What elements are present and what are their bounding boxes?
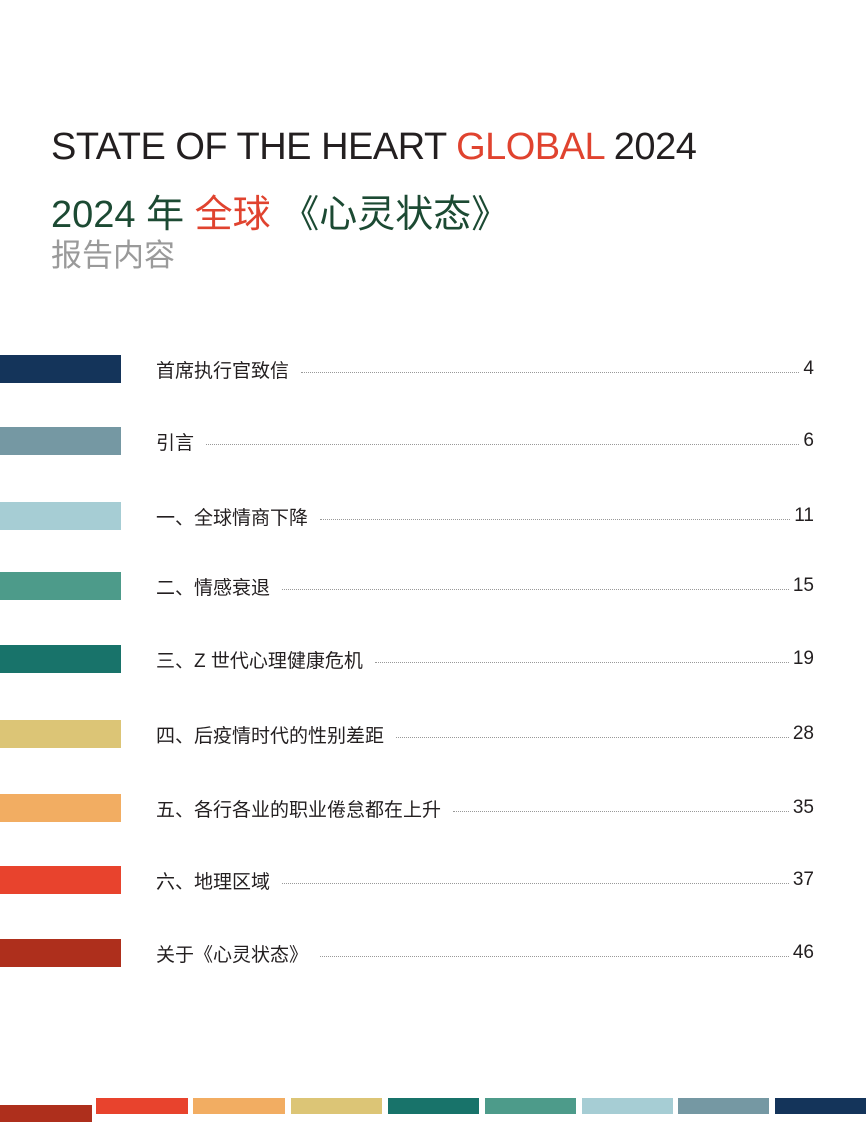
- title-part: 2024 年: [51, 194, 185, 236]
- dot-leader: [453, 810, 789, 812]
- color-bar: [0, 645, 121, 673]
- strip: [485, 1098, 576, 1114]
- strip: [678, 1098, 769, 1114]
- toc-entry: 六、地理区域 37: [156, 866, 814, 894]
- dot-leader: [320, 518, 791, 520]
- page-number: 28: [792, 723, 814, 744]
- page-number: 19: [792, 648, 814, 669]
- toc-label: 关于《心灵状态》: [156, 944, 309, 966]
- strip: [0, 1105, 92, 1122]
- color-bar: [0, 866, 121, 894]
- strip: [96, 1098, 188, 1114]
- page-number: 11: [794, 505, 814, 526]
- title-part: 《心灵状态》: [281, 194, 510, 236]
- toc-label: 引言: [156, 432, 195, 454]
- toc-entry: 一、全球情商下降 11: [156, 502, 814, 530]
- toc-label: 三、Z 世代心理健康危机: [156, 650, 363, 672]
- toc-entry: 三、Z 世代心理健康危机 19: [156, 645, 814, 673]
- color-bar: [0, 355, 121, 383]
- toc-label: 四、后疫情时代的性别差距: [156, 725, 385, 747]
- dot-leader: [374, 661, 789, 663]
- color-bar: [0, 939, 121, 967]
- toc-label: 六、地理区域: [156, 871, 271, 893]
- title-en: STATE OF THE HEART GLOBAL 2024: [51, 126, 697, 169]
- strip: [291, 1098, 382, 1114]
- page-number: 46: [792, 942, 814, 963]
- strip: [582, 1098, 673, 1114]
- toc-entry: 五、各行各业的职业倦怠都在上升 35: [156, 794, 814, 822]
- title-part: 全球: [194, 194, 271, 236]
- color-bar: [0, 427, 121, 455]
- title-part: GLOBAL: [456, 126, 604, 168]
- page-number: 15: [792, 575, 814, 596]
- toc-label: 五、各行各业的职业倦怠都在上升: [156, 799, 442, 821]
- toc-entry: 二、情感衰退 15: [156, 572, 814, 600]
- strip: [388, 1098, 479, 1114]
- toc-entry: 首席执行官致信 4: [156, 355, 814, 383]
- color-bar: [0, 502, 121, 530]
- strip: [193, 1098, 285, 1114]
- toc-label: 首席执行官致信: [156, 360, 290, 382]
- toc-label: 二、情感衰退: [156, 577, 271, 599]
- title-zh: 2024 年 全球 《心灵状态》: [51, 183, 509, 238]
- page-number: 35: [792, 797, 814, 818]
- dot-leader: [396, 736, 789, 738]
- page-number: 4: [803, 358, 814, 379]
- dot-leader: [282, 882, 789, 884]
- color-bar: [0, 572, 121, 600]
- dot-leader: [320, 955, 789, 957]
- dot-leader: [206, 443, 800, 445]
- strip: [775, 1098, 866, 1114]
- toc-entry: 四、后疫情时代的性别差距 28: [156, 720, 814, 748]
- dot-leader: [282, 588, 789, 590]
- title-part: 2024: [613, 126, 697, 168]
- subtitle: 报告内容: [51, 238, 175, 273]
- toc-label: 一、全球情商下降: [156, 507, 309, 529]
- toc-entry: 引言 6: [156, 427, 814, 455]
- page-number: 37: [792, 869, 814, 890]
- color-bar: [0, 720, 121, 748]
- dot-leader: [301, 371, 800, 373]
- page-number: 6: [803, 430, 814, 451]
- toc-entry: 关于《心灵状态》 46: [156, 939, 814, 967]
- title-part: STATE OF THE HEART: [51, 126, 447, 168]
- color-bar: [0, 794, 121, 822]
